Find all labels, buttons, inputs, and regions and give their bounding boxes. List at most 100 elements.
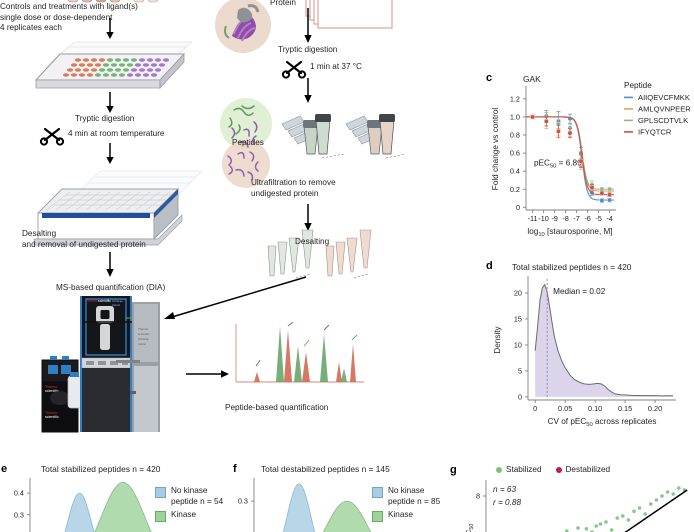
chromatogram-plot-icon xyxy=(235,321,364,383)
label-peptide-based-quantification: Peptide-based quantification xyxy=(225,403,329,412)
svg-text:0.3: 0.3 xyxy=(238,497,248,506)
svg-text:Density: Density xyxy=(493,325,502,353)
mass-spectrometer-icon: Thermo scientific Thermo scientific Ther… xyxy=(41,296,160,433)
svg-text:0.15: 0.15 xyxy=(618,404,632,413)
panel-c: c GAK 0 0.2 0.4 0.6 0.8 1.0 1.2 -11 -10 -9 -8 -7 -6-… xyxy=(486,64,694,256)
legend-swatch-kinase xyxy=(372,511,383,522)
panel-c-title: GAK xyxy=(523,74,541,84)
panel-g-legend: Stabilized Destabilized xyxy=(496,465,610,476)
svg-text:0.4: 0.4 xyxy=(14,489,24,498)
svg-text:0: 0 xyxy=(518,392,522,401)
peptides-bubbles-icon xyxy=(220,98,272,188)
panel-d-chart: Median = 0.02 0 5 10 15 20 0 0.05 0.10 0.15 0.20 De… xyxy=(493,276,676,428)
label-peptides: Peptides xyxy=(232,138,264,147)
svg-text:1.2: 1.2 xyxy=(510,94,520,103)
panel-c-chart: 0 0.2 0.4 0.6 0.8 1.0 1.2 -11 -10 -9 -8 -7 -6 -5 -4 Fol… xyxy=(491,81,691,238)
svg-text:Thermo: Thermo xyxy=(45,411,57,415)
svg-text:-11: -11 xyxy=(528,214,538,223)
panel-f-letter: f xyxy=(233,463,237,475)
legend-swatch-kinase xyxy=(155,511,166,522)
desalting-tips-icon xyxy=(267,229,372,279)
svg-text:0: 0 xyxy=(533,404,537,413)
svg-text:5: 5 xyxy=(518,367,522,376)
svg-text:Astral: Astral xyxy=(112,303,120,307)
panel-g: g Stabilized Destabilized n = 63 r = 0.8… xyxy=(440,448,694,532)
svg-text:scientific: scientific xyxy=(45,415,59,419)
svg-text:-9: -9 xyxy=(551,214,558,223)
svg-text:-4: -4 xyxy=(606,214,613,223)
panel-g-r-label: r = 0.88 xyxy=(493,498,521,507)
svg-text:IFYQTCR: IFYQTCR xyxy=(638,128,672,137)
label-desalting-mid: Desalting xyxy=(295,237,330,246)
svg-text:-6: -6 xyxy=(584,214,591,223)
legend-dot-stabilized xyxy=(496,467,502,474)
legend-swatch-no-kinase xyxy=(372,487,383,498)
svg-text:scientific: scientific xyxy=(138,332,150,336)
scissors-icon xyxy=(39,127,65,146)
arrow-down-to-digestion-icon xyxy=(106,92,114,113)
panel-f-legend: No kinase peptide n = 85 Kinase xyxy=(372,486,440,522)
arrow-down-to-plate-icon xyxy=(106,18,114,39)
panel-f: f Total destabilized peptides n = 145 0.… xyxy=(232,448,442,532)
arrow-down-to-desalting-icon xyxy=(106,143,114,164)
arrow-from-right-icon xyxy=(178,282,298,296)
svg-text:Orbitrap: Orbitrap xyxy=(112,299,123,303)
panel-f-chart: 0.3 xyxy=(238,478,372,532)
svg-text:-5: -5 xyxy=(595,214,602,223)
svg-text:0.3: 0.3 xyxy=(14,510,24,519)
svg-text:scientific: scientific xyxy=(45,389,59,393)
svg-text:Fold change vs control: Fold change vs control xyxy=(491,108,500,191)
label-ultrafiltration: Ultrafiltration to remove undigested pro… xyxy=(251,178,336,198)
panel-b: Original PELSA (Nat. Methods Exploris, 1… xyxy=(486,0,694,58)
panel-e-chart: 0.3 0.4 xyxy=(14,478,152,532)
scissors-icon-mid xyxy=(281,60,307,79)
svg-text:Orbitrap: Orbitrap xyxy=(138,337,149,341)
svg-text:0.6: 0.6 xyxy=(510,149,520,158)
panel-g-legend-label-1: Destabilized xyxy=(565,465,611,474)
svg-text:20: 20 xyxy=(514,289,522,298)
panel-e-legend: No kinase peptide n = 54 Kinase xyxy=(155,486,223,522)
svg-text:0.2: 0.2 xyxy=(510,185,520,194)
svg-text:0.8: 0.8 xyxy=(510,131,520,140)
svg-text:0.10: 0.10 xyxy=(588,404,602,413)
svg-text:-7: -7 xyxy=(573,214,580,223)
svg-text:10: 10 xyxy=(514,341,522,350)
arrow-right-to-chromatogram-icon xyxy=(186,370,229,378)
arrow-down-to-ultrafiltration-icon xyxy=(304,78,312,103)
microplate-icon xyxy=(34,41,193,90)
svg-text:0.05: 0.05 xyxy=(558,404,572,413)
sample-tubes-top-icon xyxy=(67,0,159,3)
desalting-plate-icon xyxy=(33,170,203,246)
svg-text:AIIQEVCFMKK: AIIQEVCFMKK xyxy=(638,93,690,102)
panel-e-legend-label-1: Kinase xyxy=(171,510,197,519)
stacked-plates-icon xyxy=(305,0,393,29)
svg-text:pEC50 = 6.89: pEC50 = 6.89 xyxy=(534,159,582,170)
panel-e-letter: e xyxy=(1,463,8,475)
svg-text:log10 [staurosporine, M]: log10 [staurosporine, M] xyxy=(527,227,612,238)
svg-text:-10: -10 xyxy=(538,214,549,223)
svg-text:8: 8 xyxy=(476,492,480,501)
arrow-down-to-ms-icon xyxy=(106,252,114,277)
svg-text:Peptide: Peptide xyxy=(624,81,652,90)
panel-g-n-label: n = 63 xyxy=(493,485,516,494)
panel-f-legend-label-1: Kinase xyxy=(388,510,414,519)
label-ms-quantification: MS-based quantification (DIA) xyxy=(56,283,166,292)
svg-text:pEC50: pEC50 xyxy=(464,524,475,532)
panel-e-legend-label-0: No kinase peptide n = 54 xyxy=(171,486,224,506)
svg-text:Thermo: Thermo xyxy=(138,327,149,331)
svg-text:scientific: scientific xyxy=(98,299,111,303)
label-tryptic-digestion-mid: Tryptic digestion xyxy=(278,45,338,54)
label-tryptic-mid-condition: 1 min at 37 °C xyxy=(310,62,362,71)
svg-text:-8: -8 xyxy=(562,214,569,223)
ultrafiltration-tubes-icon xyxy=(281,114,407,159)
workflow-diagram: Controls and treatments with ligand(s) s… xyxy=(0,0,407,433)
panel-e: e Total stabilized peptides n = 420 0.3 0… xyxy=(0,448,230,532)
svg-text:Thermo: Thermo xyxy=(45,385,57,389)
svg-text:Thermo: Thermo xyxy=(86,299,98,303)
legend-dot-destabilized xyxy=(555,467,562,474)
svg-text:Median = 0.02: Median = 0.02 xyxy=(553,287,606,296)
panel-e-title: Total stabilized peptides n = 420 xyxy=(41,464,161,474)
panel-c-letter: c xyxy=(486,72,493,84)
svg-text:1.0: 1.0 xyxy=(510,113,520,122)
svg-text:CV of pEC50 across replicates: CV of pEC50 across replicates xyxy=(548,417,657,428)
